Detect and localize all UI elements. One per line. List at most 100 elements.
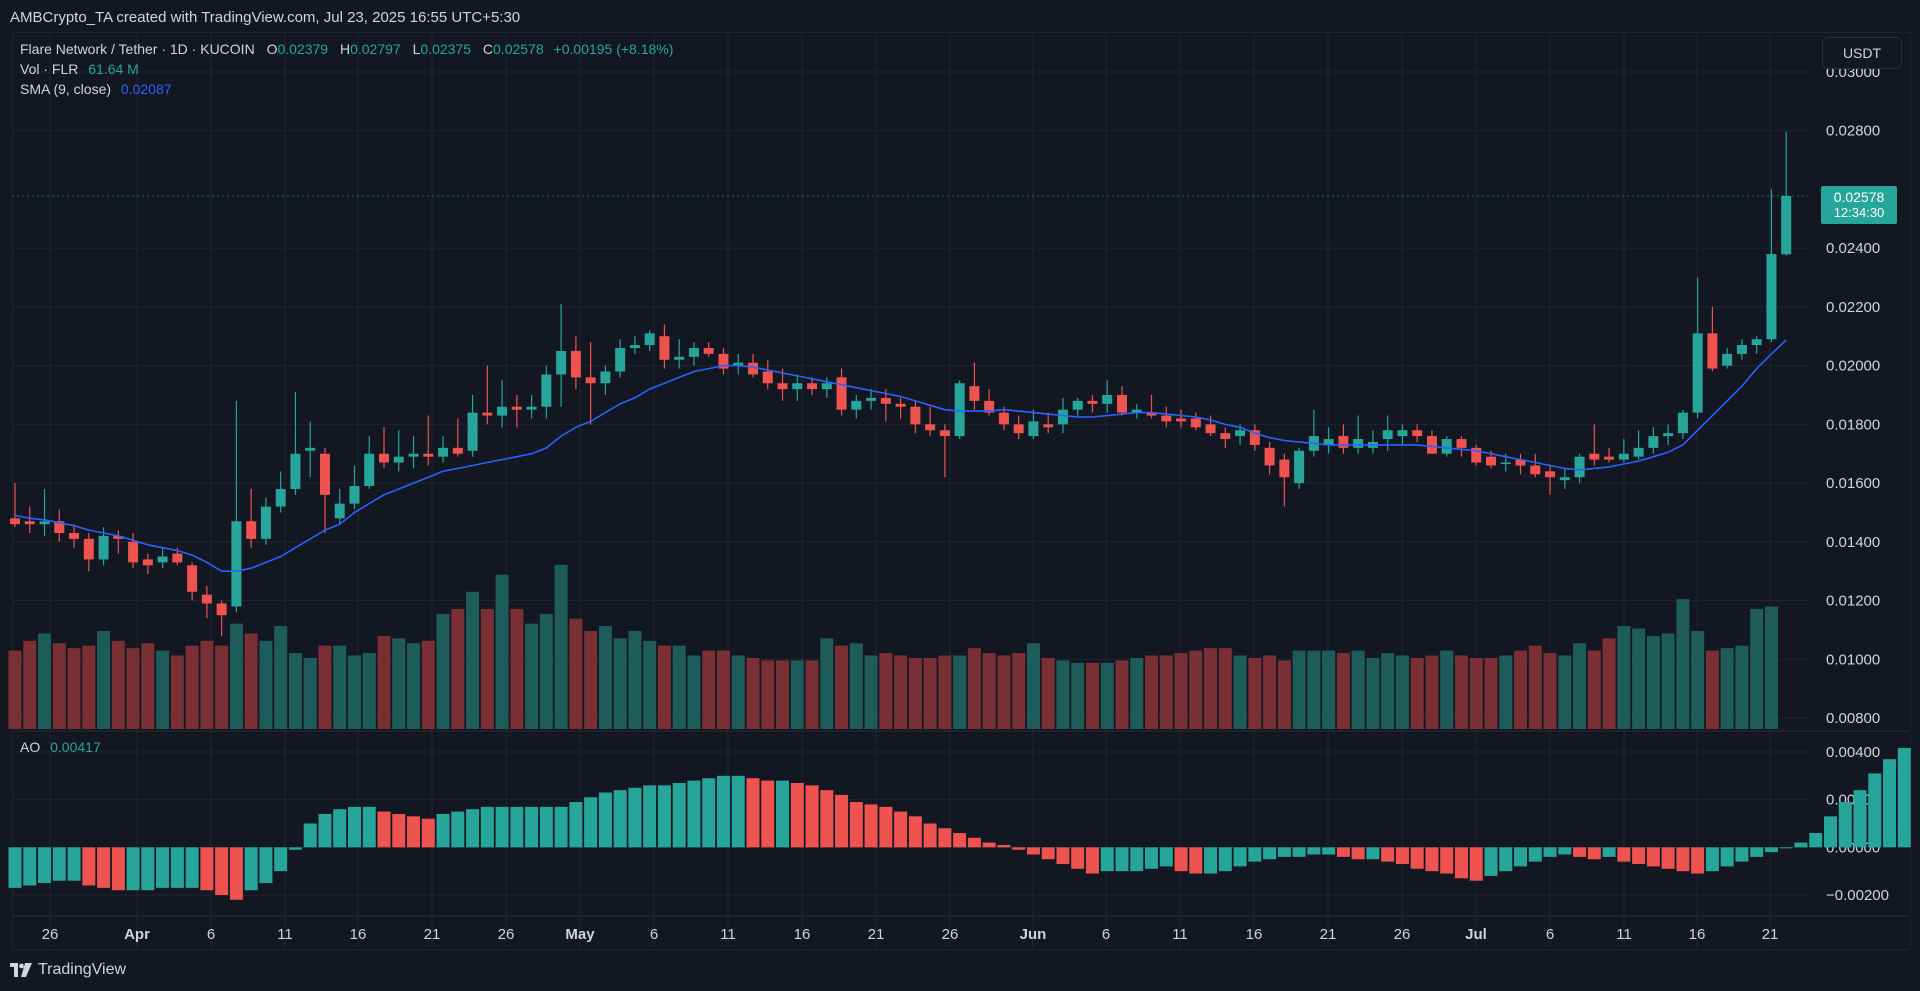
candle-body <box>748 362 758 375</box>
volume-bar <box>1587 650 1601 729</box>
ao-bar <box>1159 847 1173 867</box>
ao-bar <box>613 790 627 848</box>
ao-bar <box>835 794 849 848</box>
ao-bar <box>1115 847 1129 872</box>
candle-body <box>984 400 995 413</box>
ao-bar <box>1071 847 1085 869</box>
volume-bar <box>156 650 170 729</box>
ao-bar <box>1853 790 1867 848</box>
time-axis-label: 6 <box>207 926 215 943</box>
volume-bar <box>746 657 760 729</box>
ao-bar <box>347 806 361 848</box>
volume-bar <box>613 638 627 729</box>
volume-bar <box>731 655 745 729</box>
volume-bar <box>1676 599 1690 729</box>
ao-bar <box>554 806 568 848</box>
volume-bar <box>1263 655 1277 729</box>
candle-body <box>866 397 877 401</box>
candle-body <box>600 371 611 384</box>
volume-bar <box>288 653 302 729</box>
candle-body <box>1515 459 1526 466</box>
volume-bar <box>1322 650 1336 729</box>
candle-body <box>1545 471 1556 478</box>
volume-bar <box>1499 655 1513 729</box>
volume-bar <box>1720 648 1734 729</box>
ao-bar <box>1100 847 1114 872</box>
volume-bar <box>141 643 155 729</box>
close-value: 0.02578 <box>493 41 544 57</box>
time-axis-label: 21 <box>1320 926 1337 943</box>
open-label: O <box>266 41 278 57</box>
volume-bar <box>38 633 52 729</box>
volume-bar <box>347 655 361 729</box>
candle-body <box>1559 477 1570 481</box>
ao-bar <box>318 813 332 848</box>
volume-bar <box>687 655 701 729</box>
candle-body <box>1530 465 1541 475</box>
volume-bar <box>820 638 834 729</box>
ao-bar <box>52 847 66 881</box>
time-axis-label: 6 <box>650 926 658 943</box>
candle-body <box>1426 436 1437 454</box>
ao-label: AO <box>20 739 41 755</box>
volume-bar <box>997 655 1011 729</box>
candle-body <box>954 383 965 437</box>
ao-bar <box>849 802 863 848</box>
volume-bar <box>1026 643 1040 729</box>
candle-body <box>1235 430 1246 437</box>
candle-body <box>1057 409 1068 425</box>
low-label: L <box>412 41 421 57</box>
volume-bar <box>1454 655 1468 729</box>
ao-bar <box>1528 847 1542 862</box>
ao-bar <box>1543 847 1557 857</box>
volume-bar <box>392 638 406 729</box>
candle-body <box>1574 456 1585 478</box>
ao-bar <box>229 847 243 900</box>
candle-body <box>1722 353 1733 366</box>
candle-body <box>1220 433 1231 440</box>
volume-bar <box>1174 653 1188 729</box>
time-axis-label: 26 <box>1394 926 1411 943</box>
candle-body <box>24 521 35 525</box>
ao-bar <box>1838 802 1852 848</box>
candle-body <box>718 353 729 369</box>
ao-bar <box>525 806 539 848</box>
ao-bar <box>407 816 421 848</box>
candle-body <box>1604 456 1615 460</box>
candle-body <box>1781 195 1792 255</box>
volume-bar <box>436 613 450 729</box>
ao-bar <box>1661 847 1675 869</box>
candle-body <box>1161 415 1172 422</box>
header-bar: AMBCrypto_TA created with TradingView.co… <box>0 0 1920 34</box>
candle-body <box>83 538 94 560</box>
volume-bar <box>8 650 22 729</box>
ao-bar <box>82 847 96 886</box>
candle-body <box>821 383 832 390</box>
candle-body <box>1500 462 1511 465</box>
ao-bar <box>333 809 347 848</box>
volume-bar <box>1041 657 1055 729</box>
volume-bar <box>923 657 937 729</box>
candle-body <box>1751 339 1762 346</box>
bar-countdown: 12:34:30 <box>1833 205 1885 220</box>
time-axis-label: 11 <box>277 926 293 943</box>
ao-bar <box>746 778 760 848</box>
candle-body <box>851 400 862 410</box>
volume-bar <box>554 564 568 729</box>
volume-bar <box>1056 660 1070 729</box>
ao-bar <box>1204 847 1218 874</box>
candle-body <box>1072 400 1083 410</box>
ao-bar <box>170 847 184 888</box>
candle-body <box>1205 424 1216 434</box>
currency-unit-button[interactable]: USDT <box>1822 37 1902 69</box>
ao-bar <box>1809 833 1823 848</box>
footer-brand[interactable]: TradingView <box>10 961 126 979</box>
candle-body <box>1633 447 1644 457</box>
price-axis-label: 0.02000 <box>1826 358 1880 375</box>
ao-bar <box>1883 759 1897 848</box>
ao-bar <box>657 785 671 848</box>
time-axis-label: 6 <box>1546 926 1554 943</box>
volume-bar <box>318 645 332 729</box>
candle-body <box>807 383 818 390</box>
